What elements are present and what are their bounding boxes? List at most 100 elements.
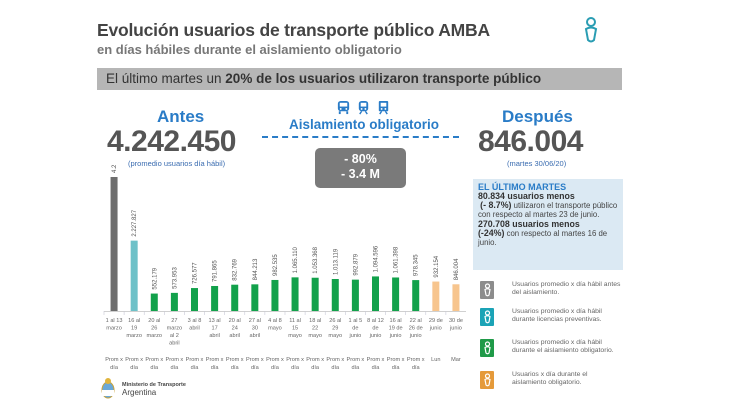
bar: [291, 277, 299, 311]
tick-label: 19 de: [389, 326, 403, 332]
legend-item-preventive: Usuarios promedio x día hábil durante li…: [480, 308, 622, 326]
tick-label: junio: [449, 326, 462, 332]
tick-label: 4 al 8: [268, 318, 282, 324]
legend-item-daily: Usuarios x día durante el aislamiento ob…: [480, 371, 622, 389]
data-label: 982.535: [273, 254, 279, 276]
tick-label: 20 al: [148, 318, 160, 324]
tick-sublabel: Prom x: [186, 357, 204, 363]
tick-sublabel: día: [271, 365, 280, 371]
subway-icon: [378, 100, 389, 115]
delta-absolute: - 3.4 M: [341, 167, 380, 181]
tick-label: 16 al: [390, 318, 402, 324]
tick-sublabel: Prom x: [407, 357, 425, 363]
tick-label: 26: [151, 326, 157, 332]
legend-swatch: [480, 371, 494, 389]
tick-sublabel: Prom x: [286, 357, 304, 363]
bar: [432, 281, 440, 311]
tick-label: junio: [369, 333, 382, 339]
train-icon: [358, 100, 369, 115]
legend-swatch: [480, 308, 494, 326]
bar: [271, 279, 279, 311]
tick-sublabel: Prom x: [166, 357, 184, 363]
tick-label: 22: [312, 326, 318, 332]
summary-banner: El último martes un 20% de los usuarios …: [97, 68, 622, 90]
bar: [331, 279, 339, 311]
tick-sublabel: Prom x: [206, 357, 224, 363]
tick-sublabel: Prom x: [246, 357, 264, 363]
data-label: 573.953: [172, 267, 178, 289]
data-label: 846.004: [454, 258, 460, 280]
aislamiento-label: Aislamiento obligatorio: [289, 117, 440, 132]
legend-label: Usuarios promedio x día hábil antes del …: [512, 281, 621, 297]
tick-label: marzo: [167, 326, 183, 332]
tick-sublabel: día: [251, 365, 260, 371]
page-subtitle: en días hábiles durante el aislamiento o…: [97, 42, 402, 57]
banner-highlight: 20% de los usuarios utilizaron transport…: [225, 71, 542, 86]
tick-label: junio: [409, 333, 422, 339]
tick-sublabel: día: [130, 365, 139, 371]
tick-label: abril: [209, 333, 220, 339]
data-label: 932.154: [434, 255, 440, 277]
tick-sublabel: Prom x: [105, 357, 123, 363]
tick-label: 17: [211, 326, 217, 332]
tick-sublabel: Lun: [431, 357, 440, 363]
data-label: 1.013.119: [333, 248, 339, 275]
bus-icon: [337, 100, 350, 115]
tick-label: junio: [429, 326, 442, 332]
bar: [231, 284, 239, 311]
tick-label: 18 al: [309, 318, 321, 324]
tick-label: mayo: [268, 326, 282, 332]
bar: [412, 280, 420, 311]
person-icon: [584, 17, 598, 43]
tick-sublabel: Prom x: [145, 357, 163, 363]
info-line1: 80.834 usuarios menos: [478, 191, 575, 201]
person-icon: [483, 373, 491, 387]
tick-sublabel: día: [110, 365, 119, 371]
antes-value: 4.242.450: [107, 125, 236, 158]
data-label: 2.227.827: [132, 209, 138, 236]
data-label: 1.094.596: [374, 245, 380, 272]
tick-sublabel: Prom x: [367, 357, 385, 363]
data-label: 791.865: [213, 260, 219, 282]
bar: [170, 292, 178, 311]
tick-sublabel: día: [291, 365, 300, 371]
tick-label: 30 de: [449, 318, 463, 324]
tick-label: 30: [252, 326, 258, 332]
legend-swatch: [480, 339, 494, 357]
bar: [311, 277, 319, 311]
info-line3: 270.708 usuarios menos: [478, 218, 580, 229]
bar: [351, 279, 359, 311]
tick-sublabel: Prom x: [347, 357, 365, 363]
tick-sublabel: día: [150, 365, 159, 371]
tick-sublabel: día: [211, 365, 220, 371]
tick-sublabel: Prom x: [387, 357, 405, 363]
tick-sublabel: Mar: [451, 357, 461, 363]
legend-label: Usuarios promedio x día hábil durante li…: [512, 308, 602, 324]
logo-line2: Argentina: [122, 387, 157, 397]
bar: [211, 285, 219, 311]
tick-sublabel: día: [191, 365, 200, 371]
person-icon: [483, 310, 491, 324]
antes-label: Antes: [157, 107, 205, 126]
data-label: 992.879: [353, 253, 359, 275]
bar: [130, 240, 138, 311]
legend-item-before: Usuarios promedio x día hábil antes del …: [480, 281, 622, 299]
tick-label: 26 de: [409, 326, 423, 332]
bar-chart: 4.242.450 1 al 13 marzo Prom x día 2.227.827 1…: [103, 165, 466, 371]
tick-label: 27: [171, 318, 177, 324]
bar: [392, 277, 400, 311]
tick-label: 8 al 12: [367, 318, 384, 324]
tick-label: marzo: [147, 333, 163, 339]
bar: [150, 293, 158, 311]
tick-label: marzo: [106, 326, 122, 332]
tick-sublabel: día: [331, 365, 340, 371]
tick-sublabel: día: [372, 365, 381, 371]
tick-label: mayo: [288, 333, 302, 339]
info-line4: (-24%) con respecto al martes 16 de juni…: [478, 227, 608, 248]
tick-label: de: [372, 326, 378, 332]
tick-sublabel: día: [351, 365, 360, 371]
bar: [110, 177, 118, 311]
person-icon: [483, 283, 491, 297]
data-label: 832.769: [233, 258, 239, 280]
delta-box: - 80% - 3.4 M: [315, 148, 406, 188]
